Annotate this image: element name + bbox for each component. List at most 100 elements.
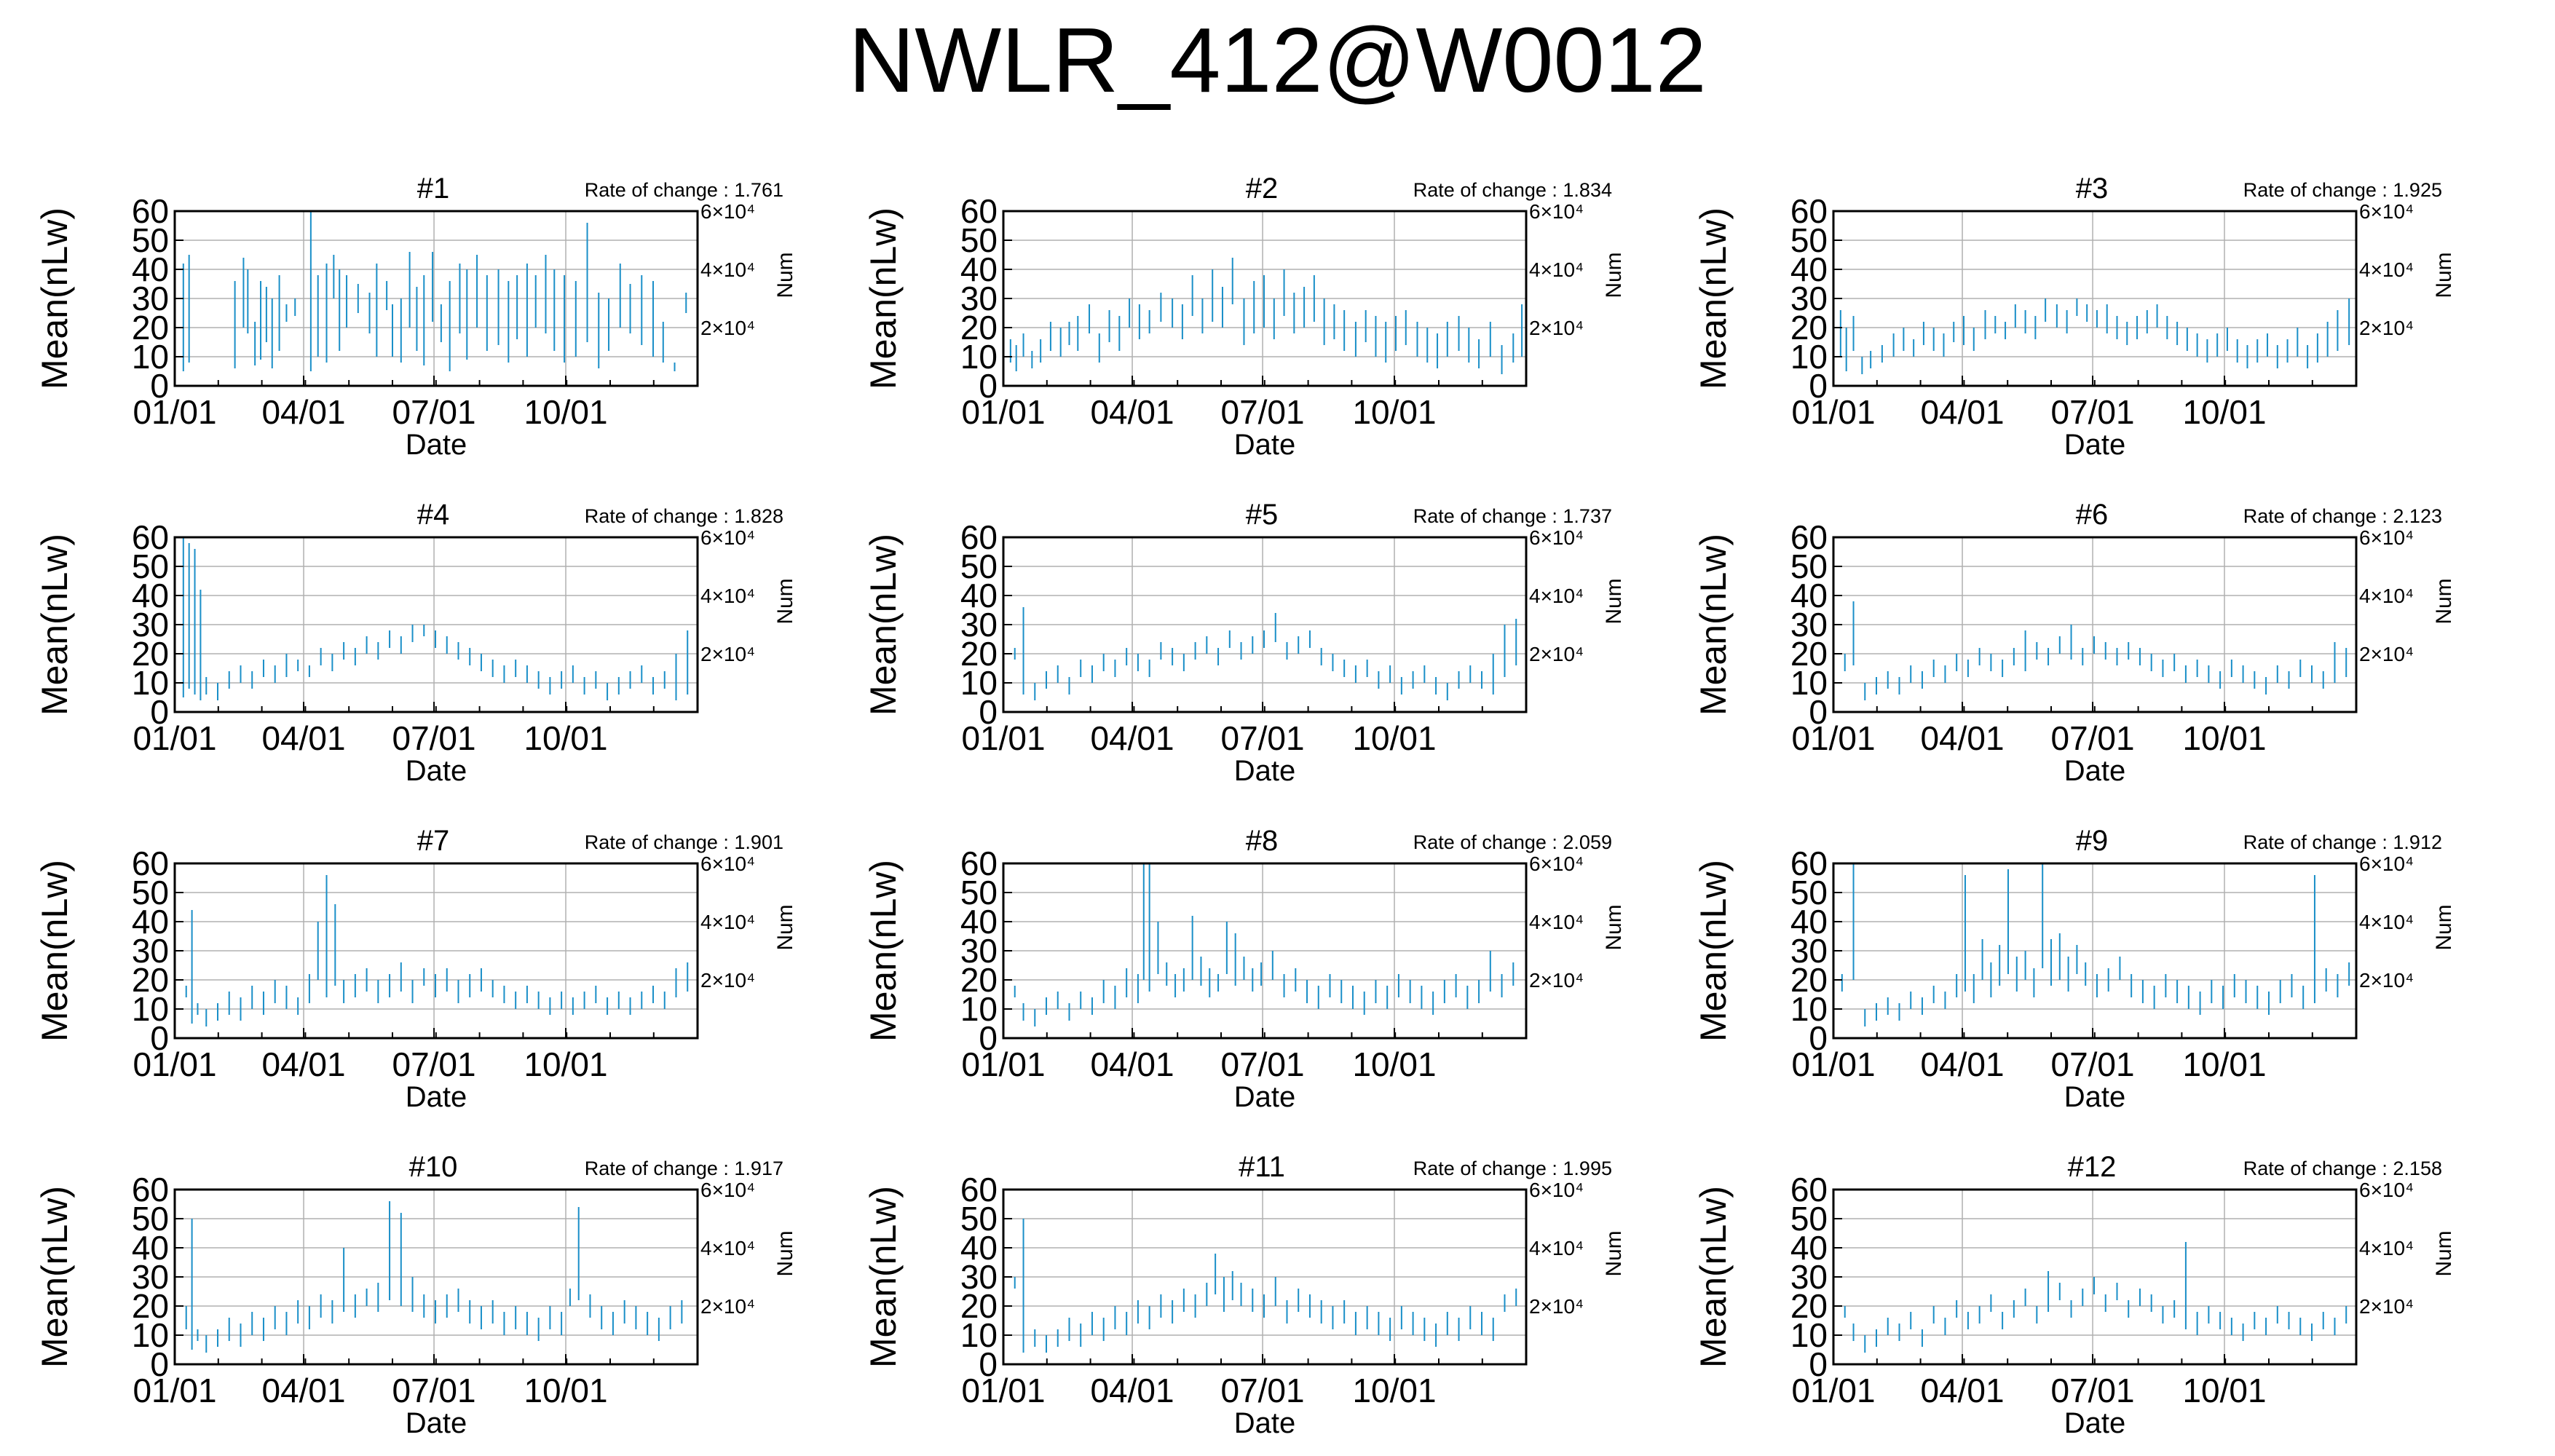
y-tick-label: 50 xyxy=(132,547,169,585)
y2-tick-label: 2×10⁴ xyxy=(1529,317,1584,339)
rate-of-change-label: Rate of change : 1.912 xyxy=(2243,831,2442,853)
rate-of-change-label: Rate of change : 1.901 xyxy=(585,831,783,853)
y-tick-label: 60 xyxy=(132,192,169,230)
y-tick-label: 50 xyxy=(960,874,998,911)
y-tick-label: 10 xyxy=(132,664,169,702)
y-tick-label: 20 xyxy=(1790,309,1828,347)
y2-axis-label: Num xyxy=(1602,904,1626,950)
x-tick-label: 01/01 xyxy=(1791,719,1875,757)
x-tick-label: 10/01 xyxy=(1352,393,1436,431)
y-tick-label: 10 xyxy=(960,664,998,702)
x-tick-label: 07/01 xyxy=(392,1045,475,1083)
y-tick-label: 40 xyxy=(960,250,998,288)
x-axis-label: Date xyxy=(2064,429,2126,461)
x-tick-label: 10/01 xyxy=(1352,719,1436,757)
x-tick-label: 07/01 xyxy=(1220,719,1304,757)
y2-tick-label: 4×10⁴ xyxy=(1529,911,1584,933)
rate-of-change-label: Rate of change : 1.737 xyxy=(1413,505,1612,527)
y2-tick-label: 6×10⁴ xyxy=(1529,1179,1584,1201)
y-tick-label: 50 xyxy=(132,221,169,259)
y-tick-label: 60 xyxy=(1790,844,1828,882)
x-tick-label: 04/01 xyxy=(261,719,345,757)
y-tick-label: 40 xyxy=(132,250,169,288)
x-axis-label: Date xyxy=(406,1407,467,1439)
x-tick-label: 07/01 xyxy=(2050,719,2134,757)
y2-tick-label: 2×10⁴ xyxy=(2359,1295,2414,1318)
x-axis-label: Date xyxy=(1234,1081,1296,1113)
panel-title: #11 xyxy=(1239,1151,1285,1183)
y-tick-label: 20 xyxy=(960,309,998,347)
x-tick-label: 10/01 xyxy=(1352,1372,1436,1409)
x-tick-label: 01/01 xyxy=(961,393,1045,431)
y-tick-label: 10 xyxy=(1790,338,1828,376)
y2-tick-label: 4×10⁴ xyxy=(700,1237,755,1259)
x-tick-label: 10/01 xyxy=(524,1045,607,1083)
y-tick-label: 0 xyxy=(979,1345,998,1383)
x-tick-label: 01/01 xyxy=(133,719,216,757)
y-tick-label: 60 xyxy=(132,844,169,882)
y-tick-label: 40 xyxy=(1790,903,1828,941)
y-tick-label: 10 xyxy=(132,990,169,1028)
y-tick-label: 10 xyxy=(1790,990,1828,1028)
panel-title: #6 xyxy=(2076,499,2109,531)
y-axis-label: Mean(nLw) xyxy=(863,1186,904,1368)
y-tick-label: 20 xyxy=(132,961,169,999)
x-tick-label: 10/01 xyxy=(524,719,607,757)
y-tick-label: 50 xyxy=(960,547,998,585)
y-tick-label: 60 xyxy=(960,844,998,882)
y-tick-label: 30 xyxy=(132,1258,169,1296)
y2-tick-label: 4×10⁴ xyxy=(2359,258,2414,281)
y-tick-label: 40 xyxy=(960,903,998,941)
x-tick-label: 10/01 xyxy=(2182,393,2266,431)
y-tick-label: 0 xyxy=(1809,693,1828,731)
y2-axis-label: Num xyxy=(1602,1230,1626,1276)
y-axis-label: Mean(nLw) xyxy=(34,534,75,716)
y-tick-label: 0 xyxy=(150,1345,169,1383)
x-tick-label: 01/01 xyxy=(133,393,216,431)
rate-of-change-label: Rate of change : 2.059 xyxy=(1413,831,1612,853)
y-axis-label: Mean(nLw) xyxy=(863,860,904,1042)
y-tick-label: 30 xyxy=(1790,1258,1828,1296)
y-tick-label: 0 xyxy=(1809,1345,1828,1383)
y2-tick-label: 6×10⁴ xyxy=(700,526,755,549)
y2-tick-label: 6×10⁴ xyxy=(2359,200,2414,223)
y2-tick-label: 2×10⁴ xyxy=(2359,969,2414,992)
y-tick-label: 40 xyxy=(132,1229,169,1267)
panel-title: #1 xyxy=(417,173,450,205)
y-tick-label: 60 xyxy=(960,1171,998,1208)
x-tick-label: 07/01 xyxy=(1220,1045,1304,1083)
y-tick-label: 10 xyxy=(960,338,998,376)
x-axis-label: Date xyxy=(1234,429,1296,461)
y2-tick-label: 4×10⁴ xyxy=(2359,1237,2414,1259)
y-axis-label: Mean(nLw) xyxy=(34,860,75,1042)
y2-axis-label: Num xyxy=(773,252,797,298)
y2-tick-label: 6×10⁴ xyxy=(1529,200,1584,223)
y2-axis-label: Num xyxy=(773,1230,797,1276)
x-axis-label: Date xyxy=(2064,1081,2126,1113)
x-tick-label: 07/01 xyxy=(392,1372,475,1409)
x-tick-label: 04/01 xyxy=(1920,393,2004,431)
x-tick-label: 01/01 xyxy=(1791,1372,1875,1409)
y2-tick-label: 2×10⁴ xyxy=(700,969,755,992)
x-tick-label: 04/01 xyxy=(1090,1045,1174,1083)
y-axis-label: Mean(nLw) xyxy=(1693,1186,1734,1368)
rate-of-change-label: Rate of change : 1.828 xyxy=(585,505,783,527)
y-tick-label: 30 xyxy=(1790,606,1828,644)
y-tick-label: 20 xyxy=(1790,961,1828,999)
y-tick-label: 50 xyxy=(1790,874,1828,911)
y2-tick-label: 6×10⁴ xyxy=(700,200,755,223)
panel-title: #4 xyxy=(417,499,450,531)
y-tick-label: 0 xyxy=(979,367,998,405)
y-tick-label: 50 xyxy=(960,221,998,259)
y2-tick-label: 2×10⁴ xyxy=(1529,969,1584,992)
x-tick-label: 10/01 xyxy=(2182,719,2266,757)
y2-axis-label: Num xyxy=(773,578,797,624)
rate-of-change-label: Rate of change : 1.917 xyxy=(585,1158,783,1179)
y-tick-label: 0 xyxy=(150,693,169,731)
y-tick-label: 10 xyxy=(960,990,998,1028)
